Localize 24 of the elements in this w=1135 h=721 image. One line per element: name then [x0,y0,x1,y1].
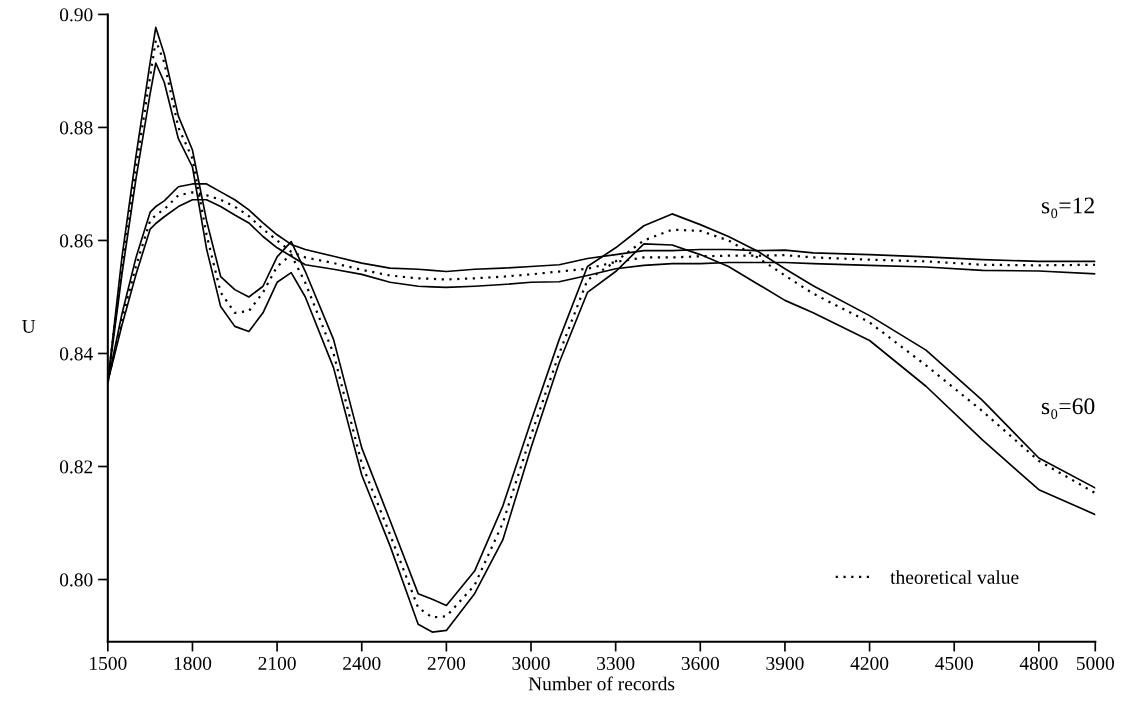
y-tick-label: 0.84 [59,347,93,361]
y-tick-label: 0.88 [59,121,93,135]
x-tick-label: 2700 [427,656,466,670]
x-tick-label: 1800 [174,656,212,670]
x-tick-label: 3900 [766,656,804,670]
x-tick-label: 3600 [681,656,719,670]
annotation: s₀=12 [1041,197,1094,219]
x-tick-label: 4500 [935,656,973,670]
x-tick-label: 4800 [1019,656,1058,670]
x-tick-label: 1500 [90,656,127,670]
legend-label: theoretical value [890,570,1019,584]
y-tick-label: 0.86 [59,234,93,248]
y-axis-title: U [22,320,36,333]
y-tick-label: 0.80 [59,573,93,587]
x-tick-label: 5000 [1076,656,1114,670]
x-tick-label: 3300 [597,656,635,670]
x-axis-title: Number of records [528,676,675,691]
x-tick-label: 2100 [258,656,296,670]
x-tick-label: 2400 [343,656,381,670]
x-tick-label: 3000 [512,656,550,670]
y-tick-label: 0.82 [59,460,93,474]
annotation: s₀=60 [1041,398,1095,419]
x-tick-label: 4200 [850,656,889,670]
y-tick-label: 0.90 [59,8,93,22]
